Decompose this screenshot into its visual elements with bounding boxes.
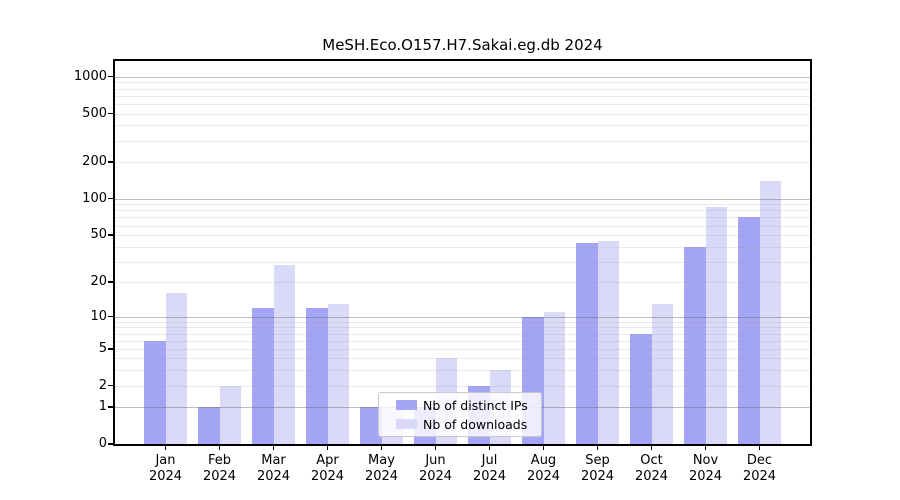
y-tick-label-10: 10 [90,308,107,324]
x-tick-label-jan: Jan 2024 [138,453,194,484]
x-tick-mark-jul [488,446,491,450]
x-tick-mark-sep [596,446,599,450]
y-tick-mark-100 [108,197,113,200]
y-tick-label-5: 5 [98,340,107,356]
bar-dec-downloads [759,180,781,444]
legend-swatch-icon [396,419,417,429]
legend-label: Nb of distinct IPs [423,397,528,413]
bar-oct-downloads [651,303,673,444]
bar-apr-downloads [327,303,349,444]
x-tick-label-apr: Apr 2024 [300,453,356,484]
x-axis-line [113,444,812,446]
y-tick-label-200: 200 [82,154,107,170]
y-tick-mark-10 [108,315,113,318]
y-tick-mark-1000 [108,75,113,78]
x-tick-mark-jun [434,446,437,450]
y-tick-mark-20 [108,281,113,283]
bar-nov-distinct-ips [684,246,706,444]
y-tick-mark-200 [108,161,113,163]
bar-mar-distinct-ips [252,307,274,444]
legend-swatch-icon [396,400,417,410]
right-axis-line [810,59,812,446]
bar-feb-downloads [219,385,241,444]
x-tick-mark-oct [650,446,653,450]
y-tick-label-20: 20 [90,274,107,290]
x-tick-year: 2024 [148,468,183,484]
x-tick-label-dec: Dec 2024 [732,453,788,484]
y-tick-mark-5 [108,348,113,350]
y-axis-line [113,59,115,446]
x-tick-mark-feb [218,446,221,450]
x-tick-year: 2024 [202,468,237,484]
x-tick-label-feb: Feb 2024 [192,453,248,484]
chart-title: MeSH.Eco.O157.H7.Sakai.eg.db 2024 [322,36,603,54]
y-tick-label-500: 500 [82,105,107,121]
y-tick-label-1: 1 [98,399,107,415]
legend-row-distinct-ips: Nb of distinct IPs [396,397,541,413]
y-tick-mark-50 [108,234,113,236]
y-tick-mark-1 [108,406,113,408]
bar-dec-distinct-ips [738,217,760,444]
legend-row-downloads: Nb of downloads [396,416,541,432]
x-tick-year: 2024 [688,468,723,484]
y-tick-mark-500 [108,112,113,115]
bar-sep-downloads [597,240,619,444]
x-tick-year: 2024 [256,468,291,484]
x-tick-year: 2024 [526,468,561,484]
x-tick-label-nov: Nov 2024 [678,453,734,484]
x-tick-mark-may [380,446,383,450]
y-tick-label-2: 2 [98,377,107,393]
x-tick-label-oct: Oct 2024 [624,453,680,484]
bar-may-distinct-ips [360,407,382,444]
x-tick-year: 2024 [364,468,399,484]
y-tick-mark-0 [108,443,113,445]
legend-label: Nb of downloads [423,416,528,432]
x-tick-label-may: May 2024 [354,453,410,484]
x-tick-year: 2024 [634,468,669,484]
x-tick-mark-nov [704,446,707,450]
x-tick-year: 2024 [580,468,615,484]
y-tick-label-50: 50 [90,227,107,242]
x-tick-mark-apr [326,446,329,450]
x-tick-label-jun: Jun 2024 [408,453,464,484]
x-tick-label-aug: Aug 2024 [516,453,572,484]
x-tick-mark-dec [758,446,761,450]
x-tick-label-mar: Mar 2024 [246,453,302,484]
bar-apr-distinct-ips [306,307,328,444]
bar-oct-distinct-ips [630,333,652,444]
plot-area [115,61,810,444]
x-tick-label-jul: Jul 2024 [462,453,518,484]
y-tick-label-1000: 1000 [73,68,107,84]
bar-mar-downloads [273,265,295,444]
bar-sep-distinct-ips [576,242,598,444]
bar-feb-distinct-ips [198,407,220,444]
x-tick-year: 2024 [472,468,507,484]
x-tick-year: 2024 [418,468,453,484]
y-tick-label-100: 100 [82,190,107,206]
y-tick-mark-2 [108,384,113,387]
x-tick-year: 2024 [310,468,345,484]
bar-aug-downloads [543,311,565,444]
bar-jan-distinct-ips [144,340,166,444]
bar-jan-downloads [165,293,187,444]
top-axis-line [113,59,812,61]
x-tick-year: 2024 [742,468,777,484]
y-tick-label-0: 0 [98,436,107,451]
bar-nov-downloads [705,207,727,444]
x-tick-label-sep: Sep 2024 [570,453,626,484]
x-tick-mark-mar [272,446,275,450]
legend: Nb of distinct IPs Nb of downloads [378,392,542,437]
x-tick-mark-jan [164,446,167,450]
x-tick-mark-aug [542,446,545,450]
